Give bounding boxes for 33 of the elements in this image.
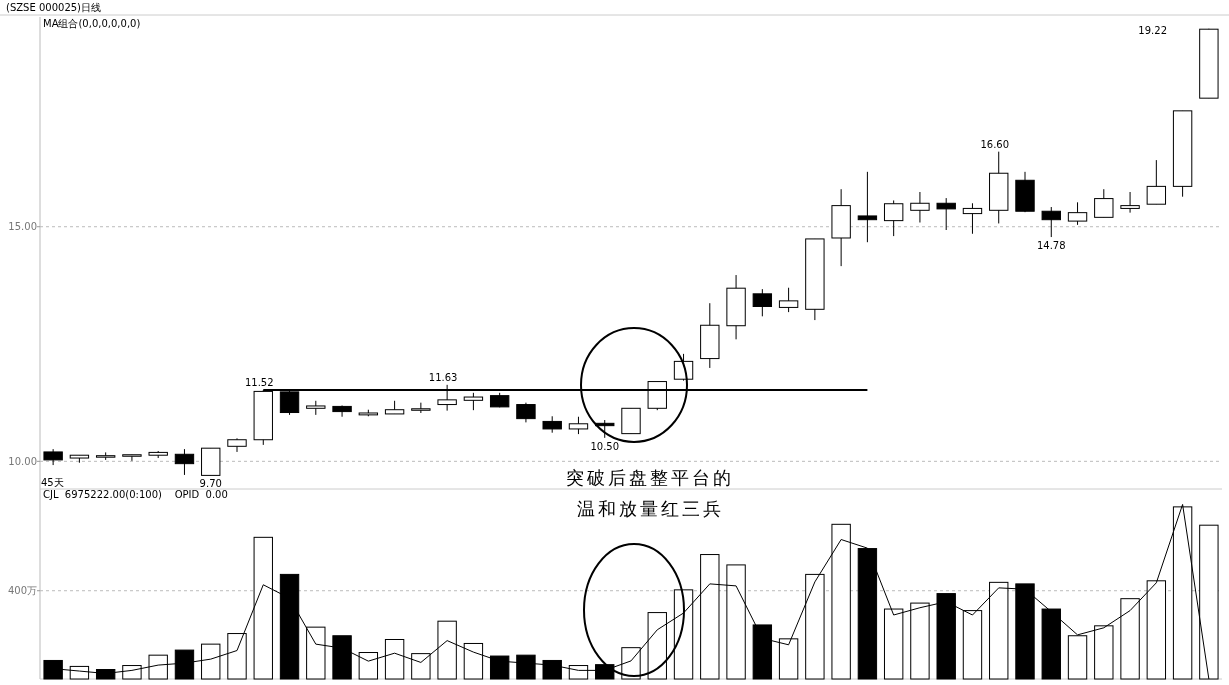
annotation: 突破后盘整平台的	[566, 467, 734, 488]
annotation: 16.60	[980, 138, 1010, 150]
candlestick	[857, 171, 878, 243]
annotation: 45天	[41, 477, 64, 488]
candlestick	[174, 448, 195, 476]
candlestick	[122, 454, 142, 462]
candlestick	[1067, 201, 1088, 226]
candlestick	[752, 288, 773, 317]
candlestick	[516, 402, 536, 423]
candlestick	[962, 202, 983, 235]
annotation: 11.63	[428, 371, 458, 383]
candlestick	[910, 191, 930, 223]
y-tick-label: 10.00	[8, 455, 37, 467]
annotation: 10.50	[590, 440, 620, 452]
candlestick	[411, 402, 431, 414]
candlestick	[1120, 191, 1140, 214]
annotation: 14.78	[1036, 240, 1066, 252]
annotation: 温和放量红三兵	[576, 498, 724, 519]
y-tick-label: 15.00	[8, 221, 37, 233]
candlestick	[778, 287, 799, 313]
candlestick	[1094, 188, 1114, 218]
y-tick-label: 400万	[7, 585, 37, 597]
candlestick	[1041, 206, 1061, 238]
candlestick	[332, 404, 352, 418]
annotation: MA组合(0,0,0,0,0,0)	[43, 18, 141, 29]
annotation: 9.70	[199, 478, 222, 490]
annotation: 19.22	[1138, 25, 1167, 36]
chart-title: (SZSE 000025)日线	[6, 2, 102, 13]
annotation: 11.52	[244, 377, 274, 388]
candlestick	[936, 197, 956, 231]
candlestick	[883, 199, 904, 237]
candlestick	[1146, 159, 1167, 205]
annotation: CJL 6975222.00(0:100) OPID 0.00	[43, 489, 228, 500]
